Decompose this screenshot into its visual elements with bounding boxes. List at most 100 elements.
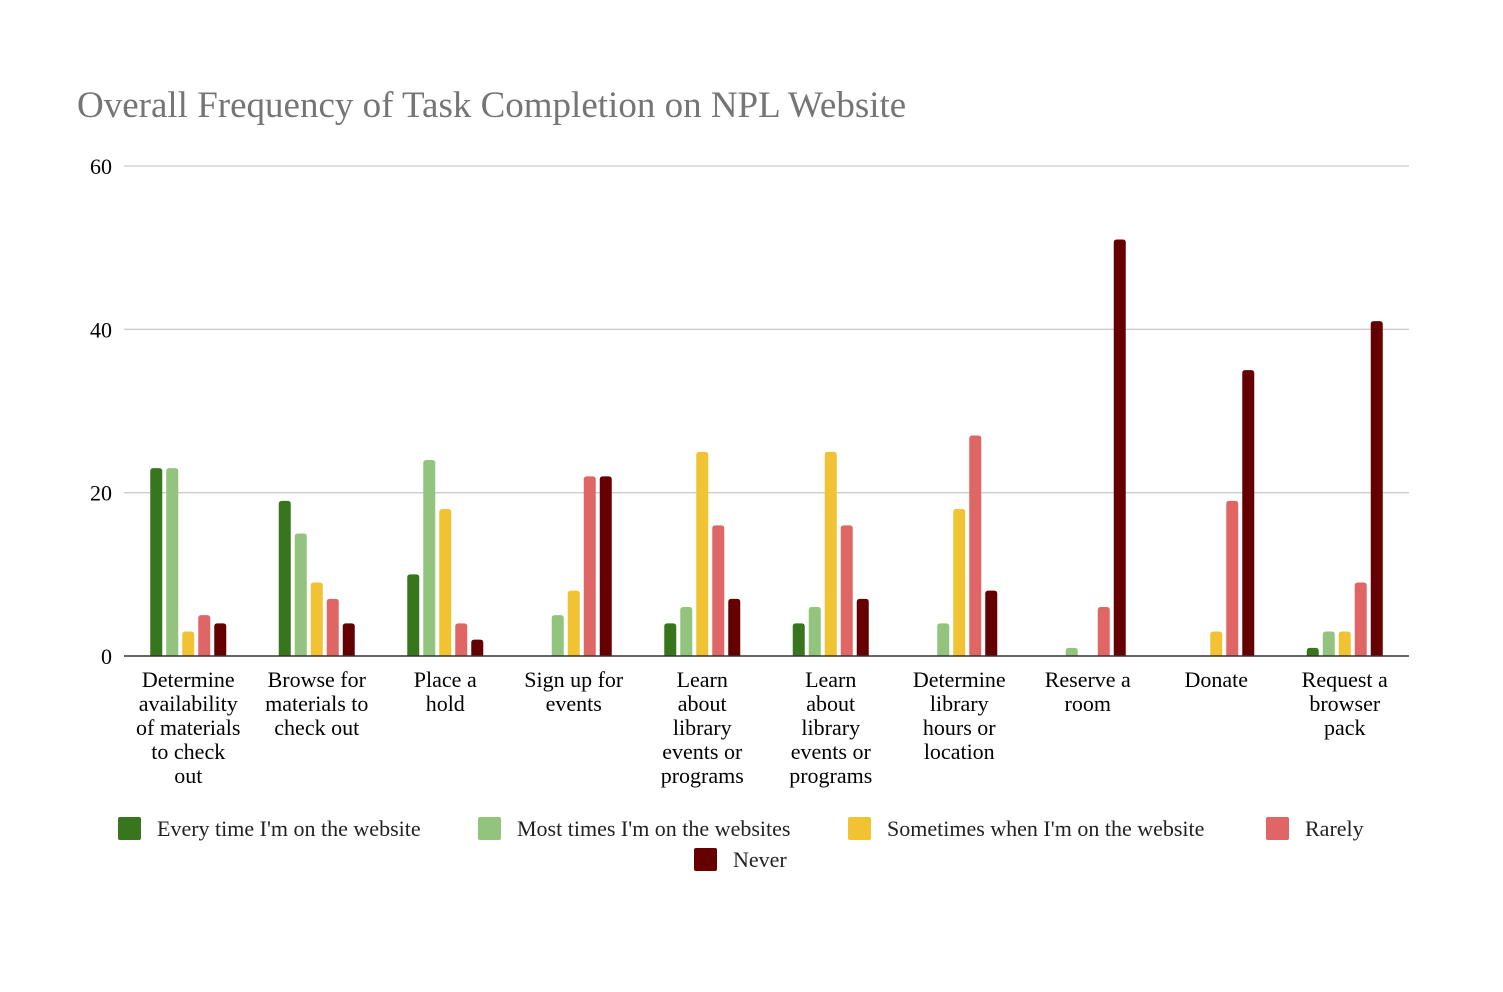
chart-title: Overall Frequency of Task Completion on … xyxy=(77,85,906,126)
y-tick-label-20: 20 xyxy=(90,481,112,506)
bar-s2-c6 xyxy=(953,509,966,656)
bar-s0-c1 xyxy=(278,500,291,656)
x-tick-label-line: hold xyxy=(426,691,465,716)
x-tick-label-line: Determine xyxy=(913,667,1006,692)
legend-label-3: Rarely xyxy=(1305,816,1364,841)
bar-s0-c4 xyxy=(664,623,677,656)
legend-label-0: Every time I'm on the website xyxy=(157,816,421,841)
bar-s3-c9 xyxy=(1354,582,1367,656)
legend-swatch-0 xyxy=(118,817,141,840)
bar-s2-c9 xyxy=(1338,631,1351,656)
x-tick-label-line: Reserve a xyxy=(1045,667,1131,692)
legend-swatch-1 xyxy=(478,817,501,840)
x-tick-label-line: library xyxy=(930,691,989,716)
legend-label-4: Never xyxy=(733,847,787,872)
bar-s4-c1 xyxy=(342,623,355,656)
legend-label-2: Sometimes when I'm on the website xyxy=(887,816,1204,841)
y-tick-label-0: 0 xyxy=(101,644,112,669)
legend-swatch-2 xyxy=(848,817,871,840)
legend-label-1: Most times I'm on the websites xyxy=(517,816,790,841)
x-tick-label-line: Donate xyxy=(1184,667,1248,692)
legend: Every time I'm on the website Most times … xyxy=(118,816,1364,872)
bar-s1-c4 xyxy=(680,607,693,656)
bar-s4-c5 xyxy=(856,598,869,656)
x-tick-label-line: about xyxy=(806,691,855,716)
bar-s2-c8 xyxy=(1210,631,1223,656)
bar-s3-c0 xyxy=(198,615,211,656)
x-tick-label-line: pack xyxy=(1324,715,1366,740)
x-tick-label-line: location xyxy=(924,739,995,764)
bar-s3-c5 xyxy=(840,525,853,656)
bar-s1-c3 xyxy=(551,615,564,656)
bar-s1-c7 xyxy=(1065,647,1078,656)
x-tick-label-8: Donate xyxy=(1184,667,1248,692)
bars xyxy=(150,239,1383,656)
bar-s4-c3 xyxy=(599,476,612,656)
x-tick-label-line: programs xyxy=(789,763,872,788)
bar-s2-c1 xyxy=(310,582,323,656)
x-axis-labels: Determine availability of materials to chec… xyxy=(136,667,1388,788)
bar-s0-c9 xyxy=(1306,647,1319,656)
x-tick-label-3: Sign up for events xyxy=(524,667,624,716)
x-tick-label-line: Sign up for xyxy=(524,667,624,692)
x-tick-label-line: of materials xyxy=(136,715,240,740)
x-tick-label-line: check out xyxy=(274,715,359,740)
bar-s0-c2 xyxy=(407,574,420,656)
legend-swatch-3 xyxy=(1266,817,1289,840)
bar-s3-c4 xyxy=(712,525,725,656)
x-tick-label-line: programs xyxy=(661,763,744,788)
x-tick-label-4: Learn about library events or programs xyxy=(661,667,744,788)
bar-s3-c7 xyxy=(1097,607,1110,656)
bar-s3-c2 xyxy=(455,623,468,656)
bar-s2-c0 xyxy=(182,631,195,656)
x-tick-label-line: library xyxy=(801,715,860,740)
x-tick-label-line: library xyxy=(673,715,732,740)
x-tick-label-line: Browse for xyxy=(268,667,367,692)
bar-s4-c9 xyxy=(1370,321,1383,656)
bar-s2-c2 xyxy=(439,509,452,656)
bar-s4-c0 xyxy=(214,623,227,656)
bar-s1-c2 xyxy=(423,460,436,656)
y-tick-label-60: 60 xyxy=(90,154,112,179)
y-tick-label-40: 40 xyxy=(90,317,112,342)
x-tick-label-5: Learn about library events or programs xyxy=(789,667,872,788)
x-tick-label-0: Determine availability of materials to chec… xyxy=(136,667,240,788)
bar-s2-c3 xyxy=(567,590,580,656)
bar-s0-c5 xyxy=(792,623,805,656)
x-tick-label-line: hours or xyxy=(923,715,996,740)
x-tick-label-line: Determine xyxy=(142,667,235,692)
bar-s4-c8 xyxy=(1242,370,1255,656)
x-tick-label-6: Determine library hours or location xyxy=(913,667,1006,764)
bar-s4-c2 xyxy=(471,639,484,656)
bar-s2-c4 xyxy=(696,451,709,656)
bar-s3-c3 xyxy=(583,476,596,656)
bar-s3-c6 xyxy=(969,435,982,656)
x-tick-label-line: about xyxy=(678,691,727,716)
bar-s1-c9 xyxy=(1322,631,1335,656)
bar-s4-c6 xyxy=(985,590,998,656)
axes: 0 20 40 60 xyxy=(90,154,1409,669)
x-tick-label-line: events or xyxy=(662,739,743,764)
x-tick-label-9: Request a browser pack xyxy=(1302,667,1388,740)
bar-s1-c0 xyxy=(166,468,179,656)
x-tick-label-line: out xyxy=(174,763,202,788)
legend-swatch-4 xyxy=(694,848,717,871)
bar-s4-c4 xyxy=(728,598,741,656)
x-tick-label-line: availability xyxy=(139,691,238,716)
x-tick-label-line: Request a xyxy=(1302,667,1388,692)
x-tick-label-7: Reserve a room xyxy=(1045,667,1131,716)
bar-s2-c5 xyxy=(824,451,837,656)
bar-s4-c7 xyxy=(1113,239,1126,656)
x-tick-label-line: events xyxy=(546,691,602,716)
bar-s1-c1 xyxy=(294,533,307,656)
x-tick-label-line: room xyxy=(1065,691,1111,716)
x-tick-label-line: Learn xyxy=(805,667,856,692)
x-tick-label-2: Place a hold xyxy=(414,667,477,716)
x-tick-label-line: Learn xyxy=(677,667,728,692)
x-tick-label-line: materials to xyxy=(265,691,368,716)
bar-s0-c0 xyxy=(150,468,163,656)
bar-s3-c1 xyxy=(326,598,339,656)
bar-s1-c5 xyxy=(808,607,821,656)
